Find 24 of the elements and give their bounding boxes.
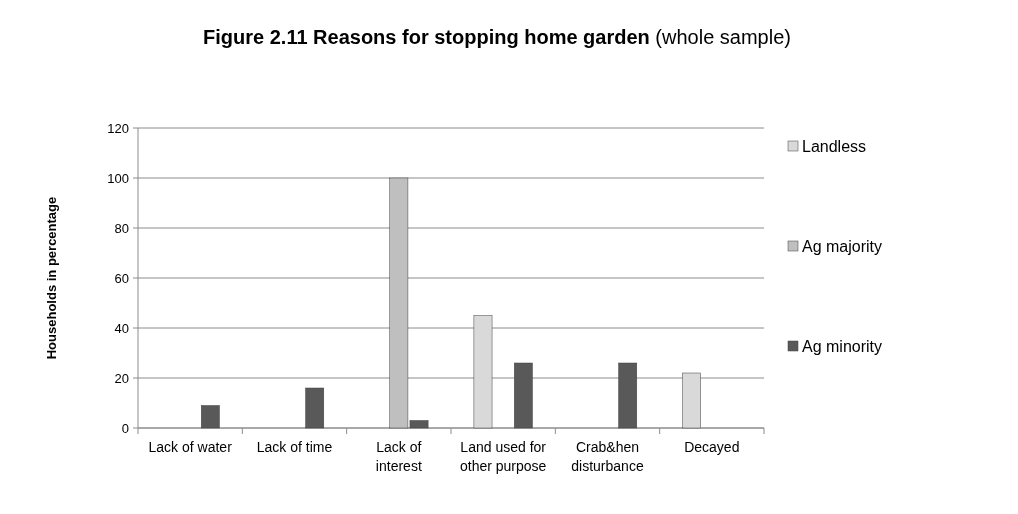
x-tick-label: Lack of water: [148, 439, 233, 455]
x-tick-label: Lack of time: [256, 439, 333, 455]
y-tick-label: 40: [114, 320, 129, 336]
legend-label: Ag minority: [802, 337, 883, 355]
y-tick-label: 60: [114, 270, 129, 286]
legend-label: Ag majority: [802, 237, 883, 255]
y-tick-label: 120: [107, 120, 129, 136]
bar: [682, 372, 701, 429]
bar: [473, 315, 493, 429]
bar: [514, 362, 533, 429]
y-tick-label: 0: [121, 420, 129, 436]
y-tick-label: 100: [107, 170, 129, 186]
y-tick-label: 20: [114, 370, 129, 386]
chart-title: Figure 2.11 Reasons for stopping home garden (whole sample): [203, 26, 791, 48]
bar: [305, 387, 325, 429]
y-tick-label: 80: [114, 220, 129, 236]
legend-label: Landless: [802, 137, 867, 155]
bar: [201, 405, 220, 429]
x-tick-label: Decayed: [684, 439, 740, 455]
bar: [618, 362, 638, 429]
x-tick-label: Land used for other purpose: [459, 439, 547, 474]
y-axis-title: Households in percentage: [44, 196, 59, 360]
x-tick-label: Lack of interest: [375, 439, 422, 474]
x-tick-label: Crab&hen disturbance: [571, 439, 644, 474]
